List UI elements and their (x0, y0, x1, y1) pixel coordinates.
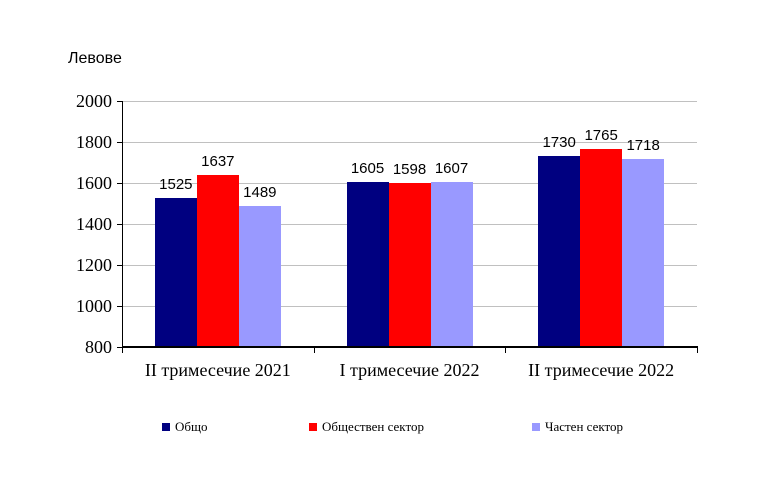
x-axis-tick (697, 347, 698, 353)
legend-item: Частен сектор (532, 419, 623, 434)
bar (580, 149, 623, 347)
bar-value-label: 1718 (626, 136, 660, 154)
x-axis-line (122, 346, 698, 348)
y-axis-label: 1600 (76, 173, 112, 193)
bar-value-label: 1598 (392, 161, 427, 179)
bar-value-label: 1730 (542, 134, 576, 152)
bar (538, 156, 581, 347)
legend-item: Обществен сектор (309, 419, 424, 434)
y-axis-label: 1400 (76, 214, 112, 234)
y-axis-tick (117, 265, 122, 266)
x-axis-tick (313, 347, 315, 353)
y-axis-tick (117, 306, 122, 307)
bar-value-label: 1607 (434, 159, 469, 177)
bar-value-label: 1637 (201, 153, 235, 171)
y-axis-label: 1000 (76, 296, 112, 316)
legend-swatch (309, 423, 317, 431)
bar (196, 175, 239, 347)
y-axis-line (122, 101, 123, 347)
legend-label: Общо (175, 419, 208, 434)
x-axis-tick (505, 347, 507, 353)
y-axis-tick (117, 101, 122, 102)
legend-label: Обществен сектор (322, 419, 424, 434)
y-axis-label: 800 (85, 337, 112, 357)
bar (430, 181, 473, 347)
bar (238, 205, 281, 347)
y-axis-tick (117, 142, 122, 143)
category-label: I тримесечие 2022 (339, 360, 480, 380)
bar-value-label: 1765 (584, 127, 618, 145)
legend-label: Частен сектор (545, 419, 623, 434)
chart-axis-title: Левове (68, 50, 122, 67)
bar (622, 158, 665, 347)
gridline (122, 101, 697, 102)
bar-value-label: 1605 (350, 159, 385, 177)
category-label: II тримесечие 2021 (144, 360, 291, 380)
bar-value-label: 1525 (159, 176, 193, 194)
bar-value-label: 1489 (243, 183, 277, 201)
legend-swatch (532, 423, 540, 431)
bar (346, 181, 389, 347)
y-axis-label: 1200 (76, 255, 112, 275)
bar (388, 183, 431, 347)
legend-swatch (162, 423, 170, 431)
y-axis-tick (117, 183, 122, 184)
y-axis-label: 2000 (76, 91, 112, 111)
y-axis-tick (117, 224, 122, 225)
y-axis-label: 1800 (76, 132, 112, 152)
y-axis-tick (117, 347, 122, 348)
legend-item: Общо (162, 419, 208, 434)
category-label: II тримесечие 2022 (528, 360, 675, 380)
gridline (122, 142, 697, 143)
bar (154, 198, 197, 347)
x-axis-tick (122, 347, 123, 353)
